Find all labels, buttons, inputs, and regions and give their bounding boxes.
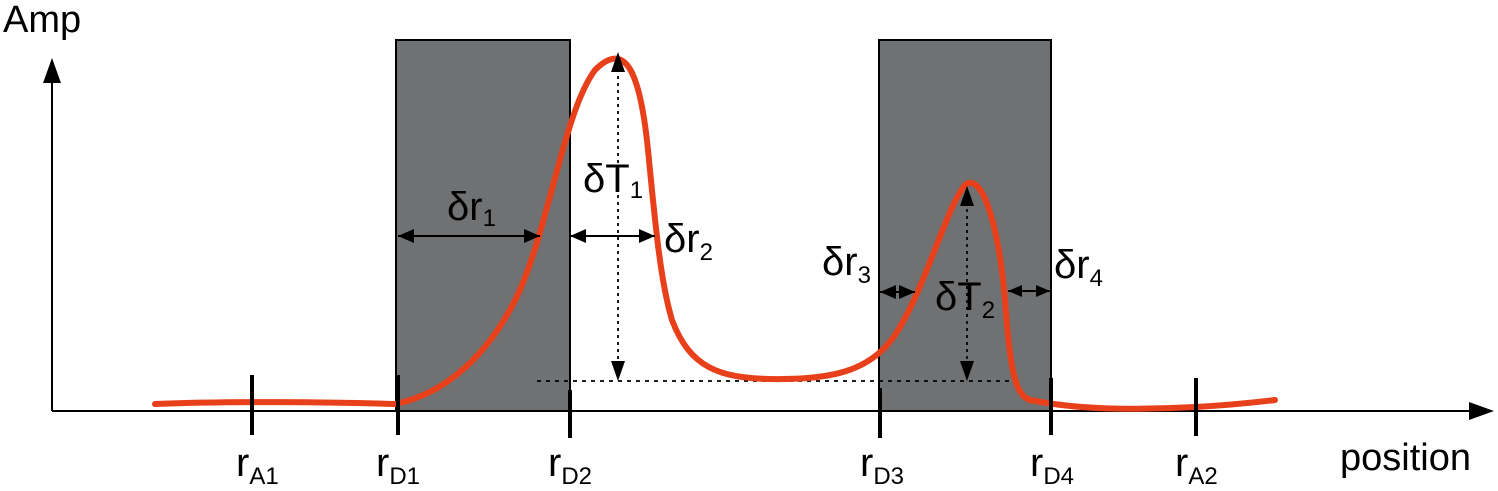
dr2-label: δr2 xyxy=(664,217,713,266)
dr1-arrowhead-right xyxy=(524,229,540,243)
tick-label-A2: rA2 xyxy=(1175,441,1218,490)
dr2-arrowhead-right xyxy=(639,229,655,243)
dr3-arrowhead-left xyxy=(880,285,896,299)
dr4-label: δr4 xyxy=(1054,243,1103,292)
dr3-label: δr3 xyxy=(822,240,871,289)
dr2-arrowhead-left xyxy=(570,229,586,243)
dr3-arrowhead-right xyxy=(899,285,915,299)
dT1-label: δT1 xyxy=(583,157,643,204)
x-axis-arrow xyxy=(1469,402,1494,420)
dT1-arrowhead-top xyxy=(611,52,625,72)
tick-label-A1: rA1 xyxy=(236,441,279,490)
tick-label-D4: rD4 xyxy=(1030,441,1074,490)
tick-label-D3: rD3 xyxy=(860,441,904,490)
dT2-label: δT2 xyxy=(935,275,995,324)
dT2-arrowhead-bottom xyxy=(960,361,974,381)
x-axis-label: position xyxy=(1340,437,1471,479)
y-axis-label: Amp xyxy=(3,0,81,41)
dr4-arrowhead-right xyxy=(1036,285,1050,297)
dr4-arrowhead-left xyxy=(1008,285,1022,297)
shaded-region-2 xyxy=(878,39,1052,412)
dr1-arrowhead-left xyxy=(398,229,414,243)
tick-label-D2: rD2 xyxy=(548,441,592,490)
dT2-arrowhead-top xyxy=(960,186,974,206)
amplitude-curve xyxy=(152,55,1278,412)
dT1-arrowhead-bottom xyxy=(611,361,625,381)
y-axis-arrow xyxy=(43,58,61,83)
dr1-label: δr1 xyxy=(447,185,496,232)
tick-label-D1: rD1 xyxy=(376,441,420,490)
